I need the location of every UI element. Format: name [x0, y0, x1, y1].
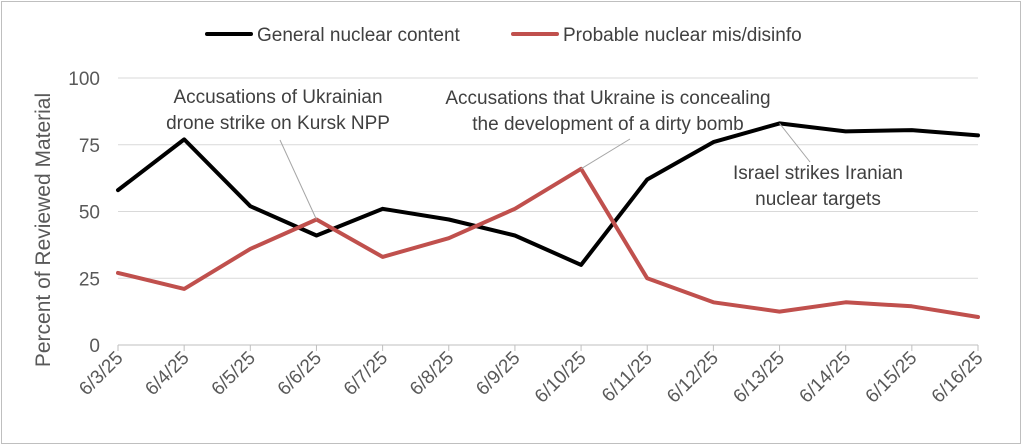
y-tick-label: 100	[68, 69, 100, 90]
x-tick-label: 6/13/25	[729, 348, 789, 408]
x-tick-label: 6/16/25	[928, 348, 988, 408]
x-tick-label: 6/15/25	[862, 348, 922, 408]
annotation-leader-line	[779, 123, 811, 163]
x-tick-label: 6/3/25	[75, 348, 127, 400]
series-line-nuclear-misinfo	[116, 166, 980, 319]
annotation-text: Israel strikes Iranian	[733, 163, 903, 184]
annotation-leader-line	[279, 139, 317, 220]
annotations: Accusations of Ukrainian drone strike on …	[166, 87, 903, 220]
series-lines	[116, 121, 980, 319]
x-tick-label: 6/7/25	[340, 348, 392, 400]
annotation-leader-line	[580, 138, 631, 170]
y-tick-label: 25	[79, 269, 100, 290]
legend-label: General nuclear content	[257, 25, 461, 46]
x-tick-label: 6/6/25	[274, 348, 326, 400]
x-tick-label: 6/8/25	[406, 348, 458, 400]
legend: General nuclear content Probable nuclear …	[205, 25, 802, 46]
y-tick-label: 75	[79, 136, 100, 157]
annotation-text: Accusations of Ukrainian	[173, 87, 382, 108]
x-tick-label: 6/4/25	[141, 348, 193, 400]
y-axis: 0 25 50 75 100	[68, 69, 100, 357]
series-line-general-nuclear	[116, 121, 980, 267]
x-tick-label: 6/10/25	[531, 348, 591, 408]
legend-label: Probable nuclear mis/disinfo	[563, 25, 802, 46]
annotation-text: Accusations that Ukraine is concealing	[445, 88, 770, 109]
x-tick-label: 6/12/25	[663, 348, 723, 408]
annotation-text: drone strike on Kursk NPP	[166, 113, 390, 134]
y-axis-label: Percent of Reviewed Material	[32, 93, 55, 367]
x-tick-label: 6/11/25	[598, 348, 657, 407]
annotation-text: the development of a dirty bomb	[472, 114, 743, 135]
y-tick-label: 50	[79, 203, 100, 224]
x-axis: 6/3/25 6/4/25 6/5/25 6/6/25 6/7/25 6/8/25 6/9/…	[75, 344, 988, 408]
x-tick-label: 6/9/25	[472, 348, 524, 400]
annotation-text: nuclear targets	[755, 189, 881, 210]
x-tick-label: 6/14/25	[796, 348, 856, 408]
x-tick-label: 6/5/25	[208, 348, 260, 400]
y-tick-label: 0	[89, 336, 100, 357]
